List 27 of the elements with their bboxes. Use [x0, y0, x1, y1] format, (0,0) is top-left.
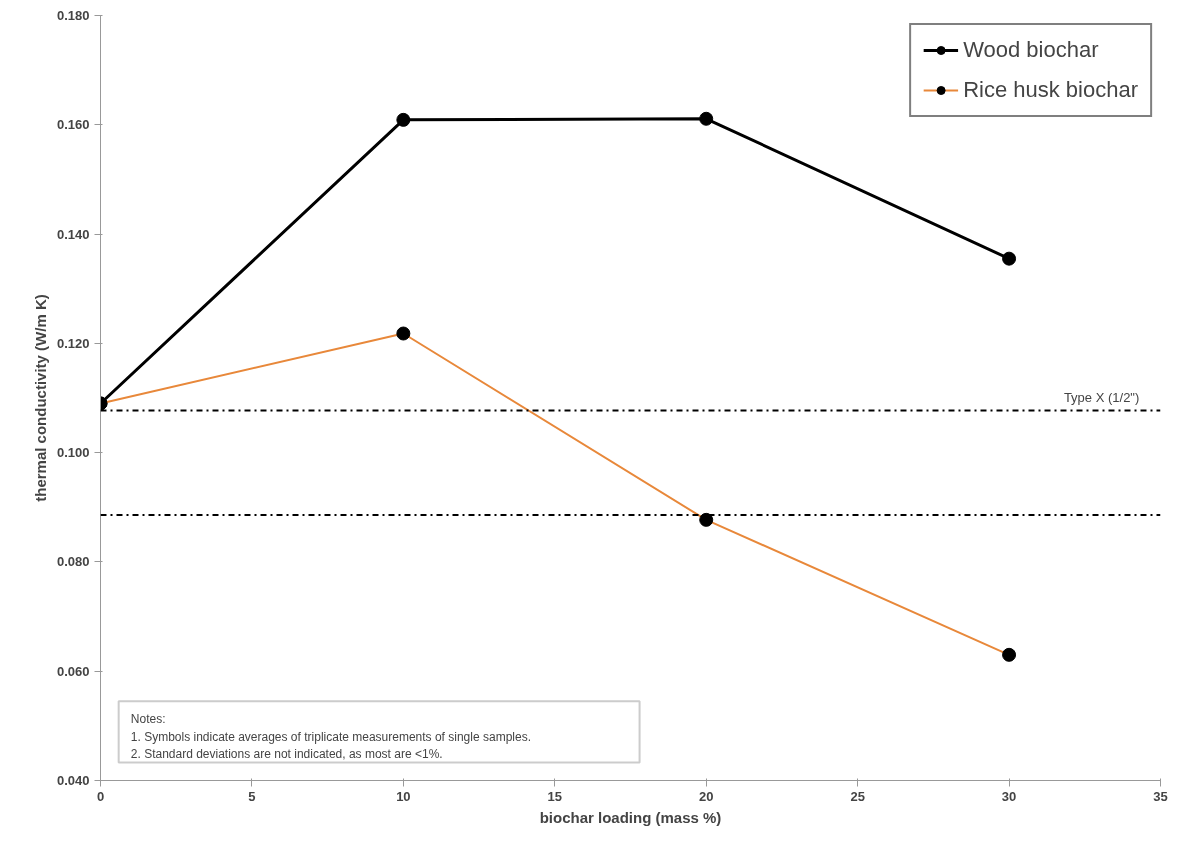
y-tick-label: 0.120 — [56, 335, 90, 351]
x-tick-label: 35 — [1153, 788, 1168, 804]
x-axis-title: biochar loading (mass %) — [539, 808, 722, 826]
x-tick-label: 10 — [396, 788, 411, 804]
annotation: 1. Symbols indicate averages of triplicate measurements of single samples. — [130, 729, 531, 744]
ref-line-label: Type X (1/2") — [1063, 389, 1140, 405]
x-tick-label: 15 — [547, 788, 563, 804]
legend-label: Wood biochar — [963, 37, 1099, 63]
y-tick-label: 0.060 — [56, 663, 90, 679]
y-tick-label: 0.040 — [56, 773, 90, 788]
y-axis-title: thermal conductivity (W/m K) — [31, 294, 49, 502]
y-tick-label: 0.080 — [56, 554, 90, 570]
y-tick-label: 0.140 — [56, 226, 90, 242]
legend-label: Rice husk biochar — [963, 77, 1138, 103]
y-tick-label: 0.160 — [56, 117, 90, 133]
x-tick-label: 5 — [248, 788, 256, 804]
point — [699, 111, 714, 126]
annotation: Notes: — [130, 712, 166, 727]
y-tick-label: 0.100 — [56, 445, 90, 461]
annotation: 2. Standard deviations are not indicated, as most are <1%. — [130, 747, 443, 762]
x-tick-label: 25 — [850, 788, 865, 804]
x-tick-label: 0 — [96, 788, 105, 804]
point — [396, 112, 411, 127]
point — [1002, 251, 1017, 266]
x-tick-label: 20 — [698, 788, 714, 804]
x-tick-label: 30 — [1001, 788, 1017, 804]
y-tick-label: 0.180 — [56, 8, 90, 23]
